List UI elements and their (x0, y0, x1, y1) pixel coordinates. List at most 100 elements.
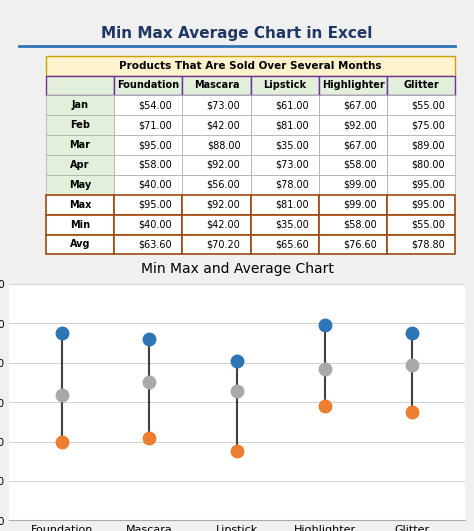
FancyBboxPatch shape (387, 115, 456, 135)
Min (234, 448, 240, 455)
FancyBboxPatch shape (387, 96, 456, 115)
FancyBboxPatch shape (182, 115, 251, 135)
Text: $99.00: $99.00 (343, 200, 377, 210)
FancyBboxPatch shape (319, 115, 387, 135)
Text: $58.00: $58.00 (343, 160, 377, 170)
Text: $88.00: $88.00 (207, 140, 240, 150)
FancyBboxPatch shape (319, 75, 387, 96)
FancyBboxPatch shape (387, 215, 456, 235)
FancyBboxPatch shape (251, 195, 319, 215)
Min (146, 434, 152, 441)
Text: $81.00: $81.00 (275, 200, 309, 210)
FancyBboxPatch shape (114, 175, 182, 195)
Max (234, 357, 240, 364)
Text: $35.00: $35.00 (275, 220, 309, 229)
FancyBboxPatch shape (46, 135, 114, 155)
Text: Mascara: Mascara (194, 81, 239, 90)
FancyBboxPatch shape (251, 96, 319, 115)
FancyBboxPatch shape (319, 195, 387, 215)
Text: $92.00: $92.00 (207, 160, 240, 170)
FancyBboxPatch shape (319, 155, 387, 175)
Text: $92.00: $92.00 (343, 120, 377, 130)
FancyBboxPatch shape (114, 195, 182, 215)
FancyBboxPatch shape (182, 75, 251, 96)
Text: $95.00: $95.00 (411, 180, 445, 190)
FancyBboxPatch shape (251, 155, 319, 175)
Text: $58.00: $58.00 (138, 160, 172, 170)
Text: $92.00: $92.00 (207, 200, 240, 210)
Avg (146, 379, 152, 385)
Avg (322, 366, 328, 373)
Max (322, 322, 328, 328)
Text: $95.00: $95.00 (138, 200, 172, 210)
Avg (409, 362, 415, 368)
FancyBboxPatch shape (319, 215, 387, 235)
FancyBboxPatch shape (387, 195, 456, 215)
FancyBboxPatch shape (114, 96, 182, 115)
Text: Mar: Mar (70, 140, 91, 150)
Avg (234, 388, 240, 394)
Text: $81.00: $81.00 (275, 120, 309, 130)
FancyBboxPatch shape (251, 215, 319, 235)
FancyBboxPatch shape (182, 175, 251, 195)
FancyBboxPatch shape (251, 135, 319, 155)
FancyBboxPatch shape (114, 135, 182, 155)
Text: $63.60: $63.60 (138, 239, 172, 250)
Text: Max: Max (69, 200, 91, 210)
FancyBboxPatch shape (114, 235, 182, 254)
Text: $99.00: $99.00 (343, 180, 377, 190)
Text: Min Max Average Chart in Excel: Min Max Average Chart in Excel (101, 26, 373, 41)
Text: $56.00: $56.00 (207, 180, 240, 190)
FancyBboxPatch shape (46, 175, 114, 195)
FancyBboxPatch shape (46, 56, 456, 75)
Line: Min: Min (56, 400, 418, 458)
Min (59, 438, 65, 444)
Text: $78.00: $78.00 (275, 180, 309, 190)
Text: Min: Min (70, 220, 90, 229)
FancyBboxPatch shape (182, 215, 251, 235)
Text: May: May (69, 180, 91, 190)
FancyBboxPatch shape (46, 155, 114, 175)
FancyBboxPatch shape (387, 135, 456, 155)
Text: Jan: Jan (72, 100, 89, 110)
FancyBboxPatch shape (319, 235, 387, 254)
Text: $73.00: $73.00 (275, 160, 309, 170)
Text: $55.00: $55.00 (411, 100, 445, 110)
FancyBboxPatch shape (319, 135, 387, 155)
Text: $61.00: $61.00 (275, 100, 309, 110)
Text: Apr: Apr (70, 160, 90, 170)
FancyBboxPatch shape (182, 135, 251, 155)
FancyBboxPatch shape (46, 96, 114, 115)
FancyBboxPatch shape (114, 215, 182, 235)
Text: $40.00: $40.00 (138, 180, 172, 190)
Min (322, 403, 328, 409)
FancyBboxPatch shape (46, 235, 114, 254)
FancyBboxPatch shape (387, 235, 456, 254)
Text: $67.00: $67.00 (343, 140, 377, 150)
Text: $71.00: $71.00 (138, 120, 172, 130)
FancyBboxPatch shape (319, 96, 387, 115)
FancyBboxPatch shape (46, 215, 114, 235)
Text: $73.00: $73.00 (207, 100, 240, 110)
Text: Highlighter: Highlighter (322, 81, 384, 90)
FancyBboxPatch shape (251, 115, 319, 135)
FancyBboxPatch shape (387, 155, 456, 175)
FancyBboxPatch shape (387, 175, 456, 195)
Line: Max: Max (56, 319, 418, 367)
Max (59, 330, 65, 336)
FancyBboxPatch shape (46, 75, 114, 96)
Text: Avg: Avg (70, 239, 90, 250)
Text: $78.80: $78.80 (411, 239, 445, 250)
Text: Feb: Feb (70, 120, 90, 130)
FancyBboxPatch shape (182, 195, 251, 215)
Text: $40.00: $40.00 (138, 220, 172, 229)
Text: $42.00: $42.00 (207, 220, 240, 229)
Text: Foundation: Foundation (117, 81, 179, 90)
Text: $58.00: $58.00 (343, 220, 377, 229)
FancyBboxPatch shape (46, 195, 114, 215)
Text: Lipstick: Lipstick (263, 81, 306, 90)
Text: $95.00: $95.00 (138, 140, 172, 150)
Text: Glitter: Glitter (403, 81, 439, 90)
Text: $42.00: $42.00 (207, 120, 240, 130)
Text: $95.00: $95.00 (411, 200, 445, 210)
